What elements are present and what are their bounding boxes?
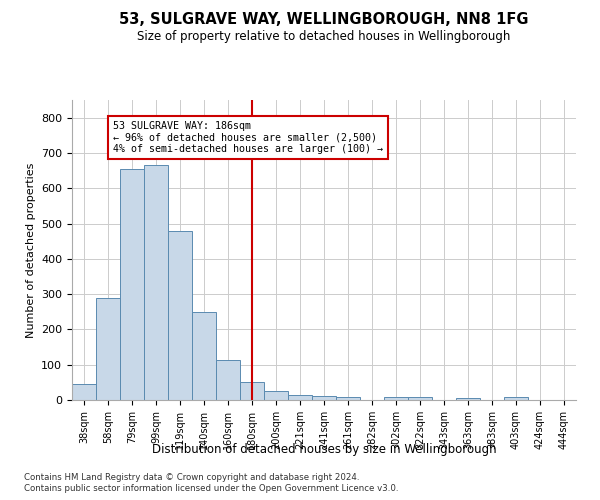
Bar [456,398,480,400]
Bar [192,312,216,400]
Bar [408,397,432,400]
Bar [96,298,120,400]
Bar [384,397,408,400]
Bar [312,396,336,400]
Bar [240,382,264,400]
Bar [288,394,312,400]
Bar [216,360,240,400]
Text: Contains HM Land Registry data © Crown copyright and database right 2024.: Contains HM Land Registry data © Crown c… [24,472,359,482]
Text: 53 SULGRAVE WAY: 186sqm
← 96% of detached houses are smaller (2,500)
4% of semi-: 53 SULGRAVE WAY: 186sqm ← 96% of detache… [113,121,383,154]
Text: Size of property relative to detached houses in Wellingborough: Size of property relative to detached ho… [137,30,511,43]
Bar [336,397,360,400]
Bar [120,169,144,400]
Bar [144,166,168,400]
Bar [504,397,528,400]
Text: 53, SULGRAVE WAY, WELLINGBOROUGH, NN8 1FG: 53, SULGRAVE WAY, WELLINGBOROUGH, NN8 1F… [119,12,529,28]
Text: Distribution of detached houses by size in Wellingborough: Distribution of detached houses by size … [152,442,496,456]
Y-axis label: Number of detached properties: Number of detached properties [26,162,35,338]
Text: Contains public sector information licensed under the Open Government Licence v3: Contains public sector information licen… [24,484,398,493]
Bar [72,384,96,400]
Bar [264,391,288,400]
Bar [168,230,192,400]
